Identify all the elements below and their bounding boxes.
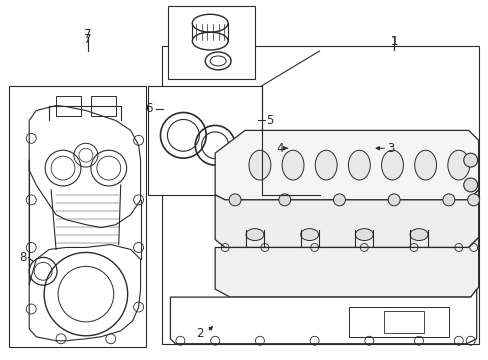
Ellipse shape (409, 229, 427, 240)
Text: 8: 8 (20, 251, 27, 264)
Text: 7: 7 (84, 33, 91, 46)
Ellipse shape (355, 229, 372, 240)
Ellipse shape (347, 150, 369, 180)
Text: 2: 2 (196, 327, 203, 340)
Bar (162, 46, 478, 344)
Circle shape (278, 194, 290, 206)
Ellipse shape (414, 150, 436, 180)
Bar (292, 138, 300, 158)
Circle shape (442, 194, 454, 206)
Bar (91, 96, 116, 116)
Ellipse shape (248, 150, 270, 180)
Ellipse shape (315, 150, 336, 180)
Bar (349, 307, 448, 337)
Circle shape (333, 194, 345, 206)
Ellipse shape (463, 178, 477, 192)
Ellipse shape (245, 229, 264, 240)
Bar (360, 135, 368, 153)
Text: 4: 4 (276, 142, 283, 155)
Bar (168, 6, 254, 79)
Ellipse shape (282, 150, 304, 180)
Circle shape (228, 194, 241, 206)
Polygon shape (215, 190, 478, 247)
Bar (9, 86, 145, 347)
Text: 1: 1 (389, 35, 397, 48)
Ellipse shape (300, 229, 318, 240)
Text: 1: 1 (389, 35, 397, 48)
Polygon shape (170, 289, 476, 344)
Text: 7: 7 (84, 28, 91, 41)
Circle shape (387, 194, 399, 206)
Bar (384, 311, 423, 333)
Polygon shape (215, 238, 478, 297)
Ellipse shape (447, 150, 469, 180)
Bar (56, 96, 81, 116)
Text: 6: 6 (144, 102, 152, 115)
Text: 5: 5 (265, 114, 273, 127)
Bar (147, 86, 262, 195)
Ellipse shape (381, 150, 403, 180)
Text: 3: 3 (386, 142, 394, 155)
Polygon shape (215, 130, 478, 200)
Ellipse shape (463, 153, 477, 167)
Circle shape (467, 194, 479, 206)
